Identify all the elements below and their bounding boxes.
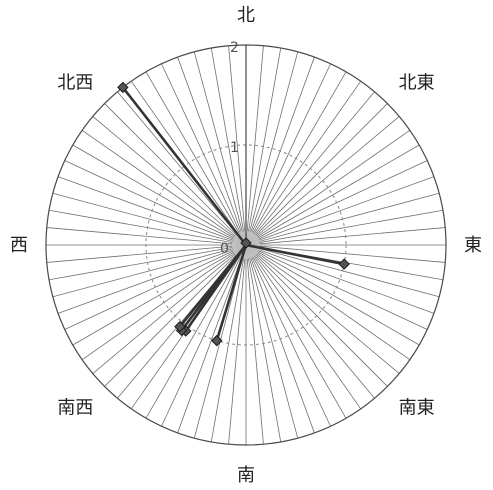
grid-spoke — [72, 244, 247, 346]
grid-spoke — [245, 244, 420, 346]
data-point — [174, 320, 186, 333]
grid-spoke — [245, 80, 362, 246]
data-point — [338, 258, 350, 270]
grid-spoke — [177, 244, 247, 434]
grid-spoke — [245, 244, 435, 314]
axis-tick-label: 2 — [230, 40, 239, 56]
grid-spoke — [228, 244, 247, 445]
grid-spoke — [245, 63, 331, 246]
grid-spoke — [245, 144, 420, 246]
direction-label: 南西 — [57, 398, 93, 419]
direction-label: 西 — [10, 235, 28, 256]
data-point — [211, 334, 223, 347]
grid-spoke — [52, 192, 247, 246]
axis-tick-label: 1 — [230, 140, 239, 156]
spokes-layer — [46, 45, 446, 445]
grid-spoke — [245, 45, 264, 246]
axis-tick-label: 0 — [220, 241, 229, 257]
direction-label: 東 — [464, 235, 482, 256]
grid-spoke — [245, 244, 400, 374]
grid-spoke — [245, 51, 299, 246]
grid-spoke — [245, 209, 444, 246]
grid-spoke — [145, 244, 247, 419]
axis-layer: 0 1 2 — [220, 40, 247, 257]
grid-spoke — [245, 176, 435, 246]
data-point — [117, 81, 129, 94]
grid-spoke — [245, 244, 299, 439]
grid-spoke — [64, 160, 247, 246]
grid-spoke — [245, 244, 362, 410]
series-line — [215, 244, 248, 342]
series-layer — [117, 81, 350, 347]
grid-spoke — [145, 71, 247, 246]
grid-spoke — [245, 244, 331, 427]
grid-spoke — [210, 47, 247, 246]
grid-spoke — [46, 244, 247, 263]
grid-spoke — [228, 45, 247, 246]
grid-spoke — [46, 227, 247, 246]
direction-label: 南 — [237, 465, 255, 486]
direction-label: 北東 — [399, 72, 435, 93]
grid-spoke — [177, 56, 247, 246]
grid-spoke — [245, 244, 264, 445]
direction-label: 北西 — [57, 72, 93, 93]
series-line — [178, 244, 248, 328]
direction-label: 北 — [237, 5, 255, 26]
grid-spoke — [72, 144, 247, 246]
direction-label: 南東 — [399, 398, 435, 419]
series-line — [245, 243, 345, 266]
grid-spoke — [52, 244, 247, 298]
grid-spoke — [245, 244, 375, 399]
series-line — [121, 86, 248, 246]
grid-spoke — [245, 116, 400, 246]
grid-spoke — [92, 244, 247, 374]
grid-spoke — [92, 116, 247, 246]
data-point — [240, 237, 252, 249]
